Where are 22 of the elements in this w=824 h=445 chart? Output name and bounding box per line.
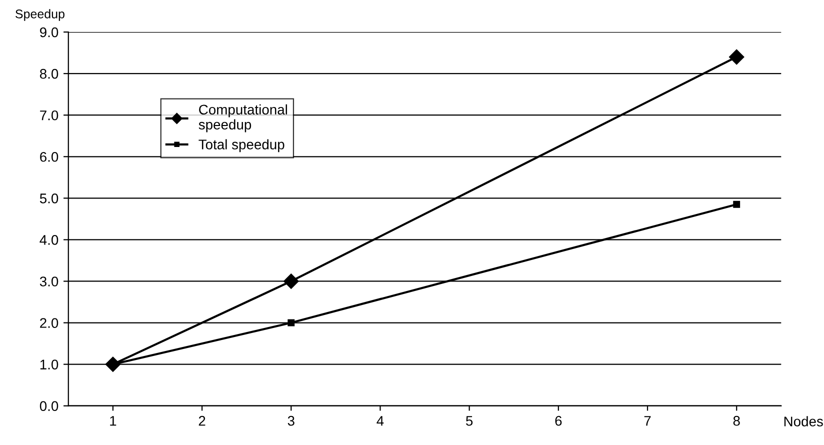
y-tick-label: 9.0: [40, 27, 58, 38]
y-tick-label: 5.0: [40, 194, 58, 204]
x-tick-label: 5: [466, 416, 473, 426]
x-tick-label: 4: [376, 416, 384, 426]
legend-label: Total speedup: [198, 139, 284, 152]
x-tick-label: 7: [644, 416, 651, 426]
y-tick-label: 0.0: [40, 401, 58, 412]
x-tick-label: 8: [733, 416, 740, 426]
y-tick-label: 3.0: [40, 276, 58, 286]
x-tick-label: 1: [110, 416, 116, 426]
y-tick-label: 4.0: [40, 235, 58, 245]
y-tick-label: 1.0: [40, 360, 58, 370]
y-tick-label: 7.0: [40, 110, 58, 120]
x-tick-label: 2: [198, 416, 206, 426]
legend-label: Computational speedup: [198, 104, 287, 132]
y-axis-title: Speedup: [16, 9, 64, 21]
x-axis-title: Nodes: [784, 416, 823, 426]
y-tick-label: 6.0: [40, 152, 58, 162]
y-tick-label: 8.0: [40, 68, 58, 79]
x-tick-label: 6: [555, 416, 562, 426]
x-tick-label: 3: [288, 416, 294, 426]
y-tick-label: 2.0: [40, 318, 58, 328]
